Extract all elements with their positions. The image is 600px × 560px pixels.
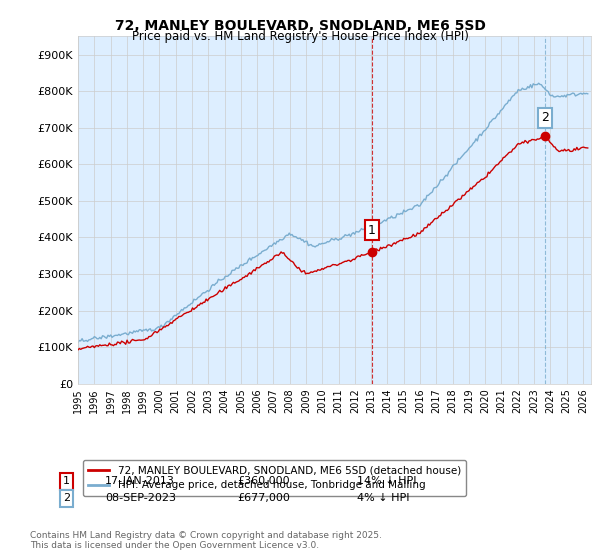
Text: 4% ↓ HPI: 4% ↓ HPI (357, 493, 409, 503)
Text: 2: 2 (541, 111, 549, 124)
Text: 1: 1 (63, 477, 70, 487)
Text: 1: 1 (368, 223, 376, 237)
Text: 72, MANLEY BOULEVARD, SNODLAND, ME6 5SD: 72, MANLEY BOULEVARD, SNODLAND, ME6 5SD (115, 19, 485, 33)
Text: Price paid vs. HM Land Registry's House Price Index (HPI): Price paid vs. HM Land Registry's House … (131, 30, 469, 43)
Text: £360,000: £360,000 (237, 477, 290, 487)
Text: 17-JAN-2013: 17-JAN-2013 (105, 477, 175, 487)
Legend: 72, MANLEY BOULEVARD, SNODLAND, ME6 5SD (detached house), HPI: Average price, de: 72, MANLEY BOULEVARD, SNODLAND, ME6 5SD … (83, 460, 466, 496)
Text: 14% ↓ HPI: 14% ↓ HPI (357, 477, 416, 487)
Text: 08-SEP-2023: 08-SEP-2023 (105, 493, 176, 503)
Text: Contains HM Land Registry data © Crown copyright and database right 2025.
This d: Contains HM Land Registry data © Crown c… (30, 530, 382, 550)
Text: £677,000: £677,000 (237, 493, 290, 503)
Text: 2: 2 (63, 493, 70, 503)
